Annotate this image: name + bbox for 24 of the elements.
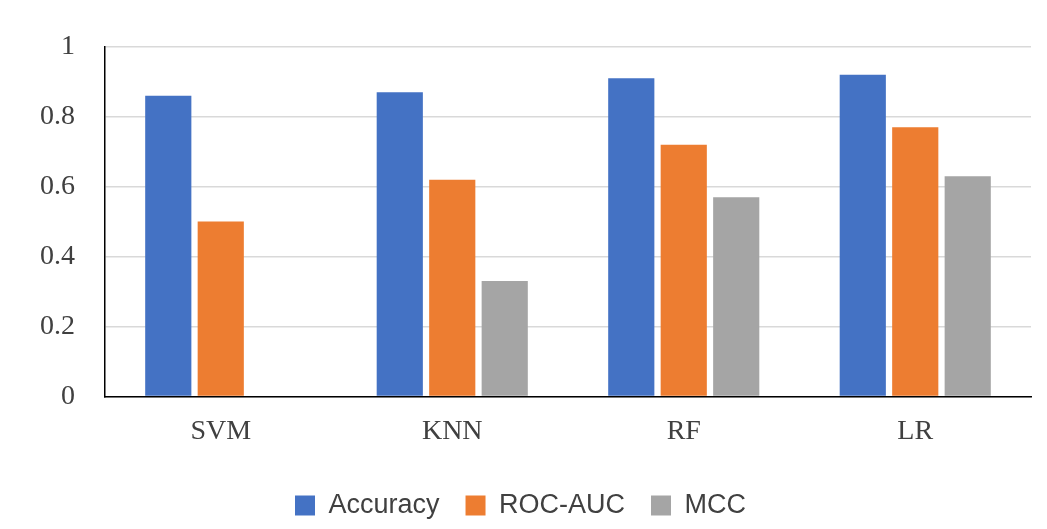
bar — [608, 78, 655, 396]
bar — [660, 144, 707, 396]
y-tick-label: 0.2 — [40, 308, 75, 340]
x-tick-label: SVM — [190, 413, 252, 445]
bar — [944, 176, 991, 396]
legend-label: ROC-AUC — [499, 488, 626, 519]
y-tick-label: 1 — [61, 29, 75, 61]
x-tick-label: RF — [666, 413, 701, 445]
legend-label: Accuracy — [328, 488, 441, 519]
x-tick-label: KNN — [421, 413, 483, 445]
legend-label: MCC — [684, 488, 747, 519]
bar — [429, 179, 476, 396]
y-tick-label: 0 — [61, 378, 75, 410]
y-tick-label: 0.8 — [40, 99, 75, 131]
bar — [713, 197, 760, 396]
x-tick-label: LR — [897, 413, 934, 445]
y-tick-label: 0.6 — [40, 169, 75, 200]
bar — [197, 221, 244, 396]
bar — [481, 281, 528, 396]
bar — [145, 95, 192, 396]
y-tick-label: 0.4 — [40, 238, 75, 270]
bar — [839, 74, 886, 396]
bar — [376, 92, 423, 396]
bar — [892, 127, 939, 396]
